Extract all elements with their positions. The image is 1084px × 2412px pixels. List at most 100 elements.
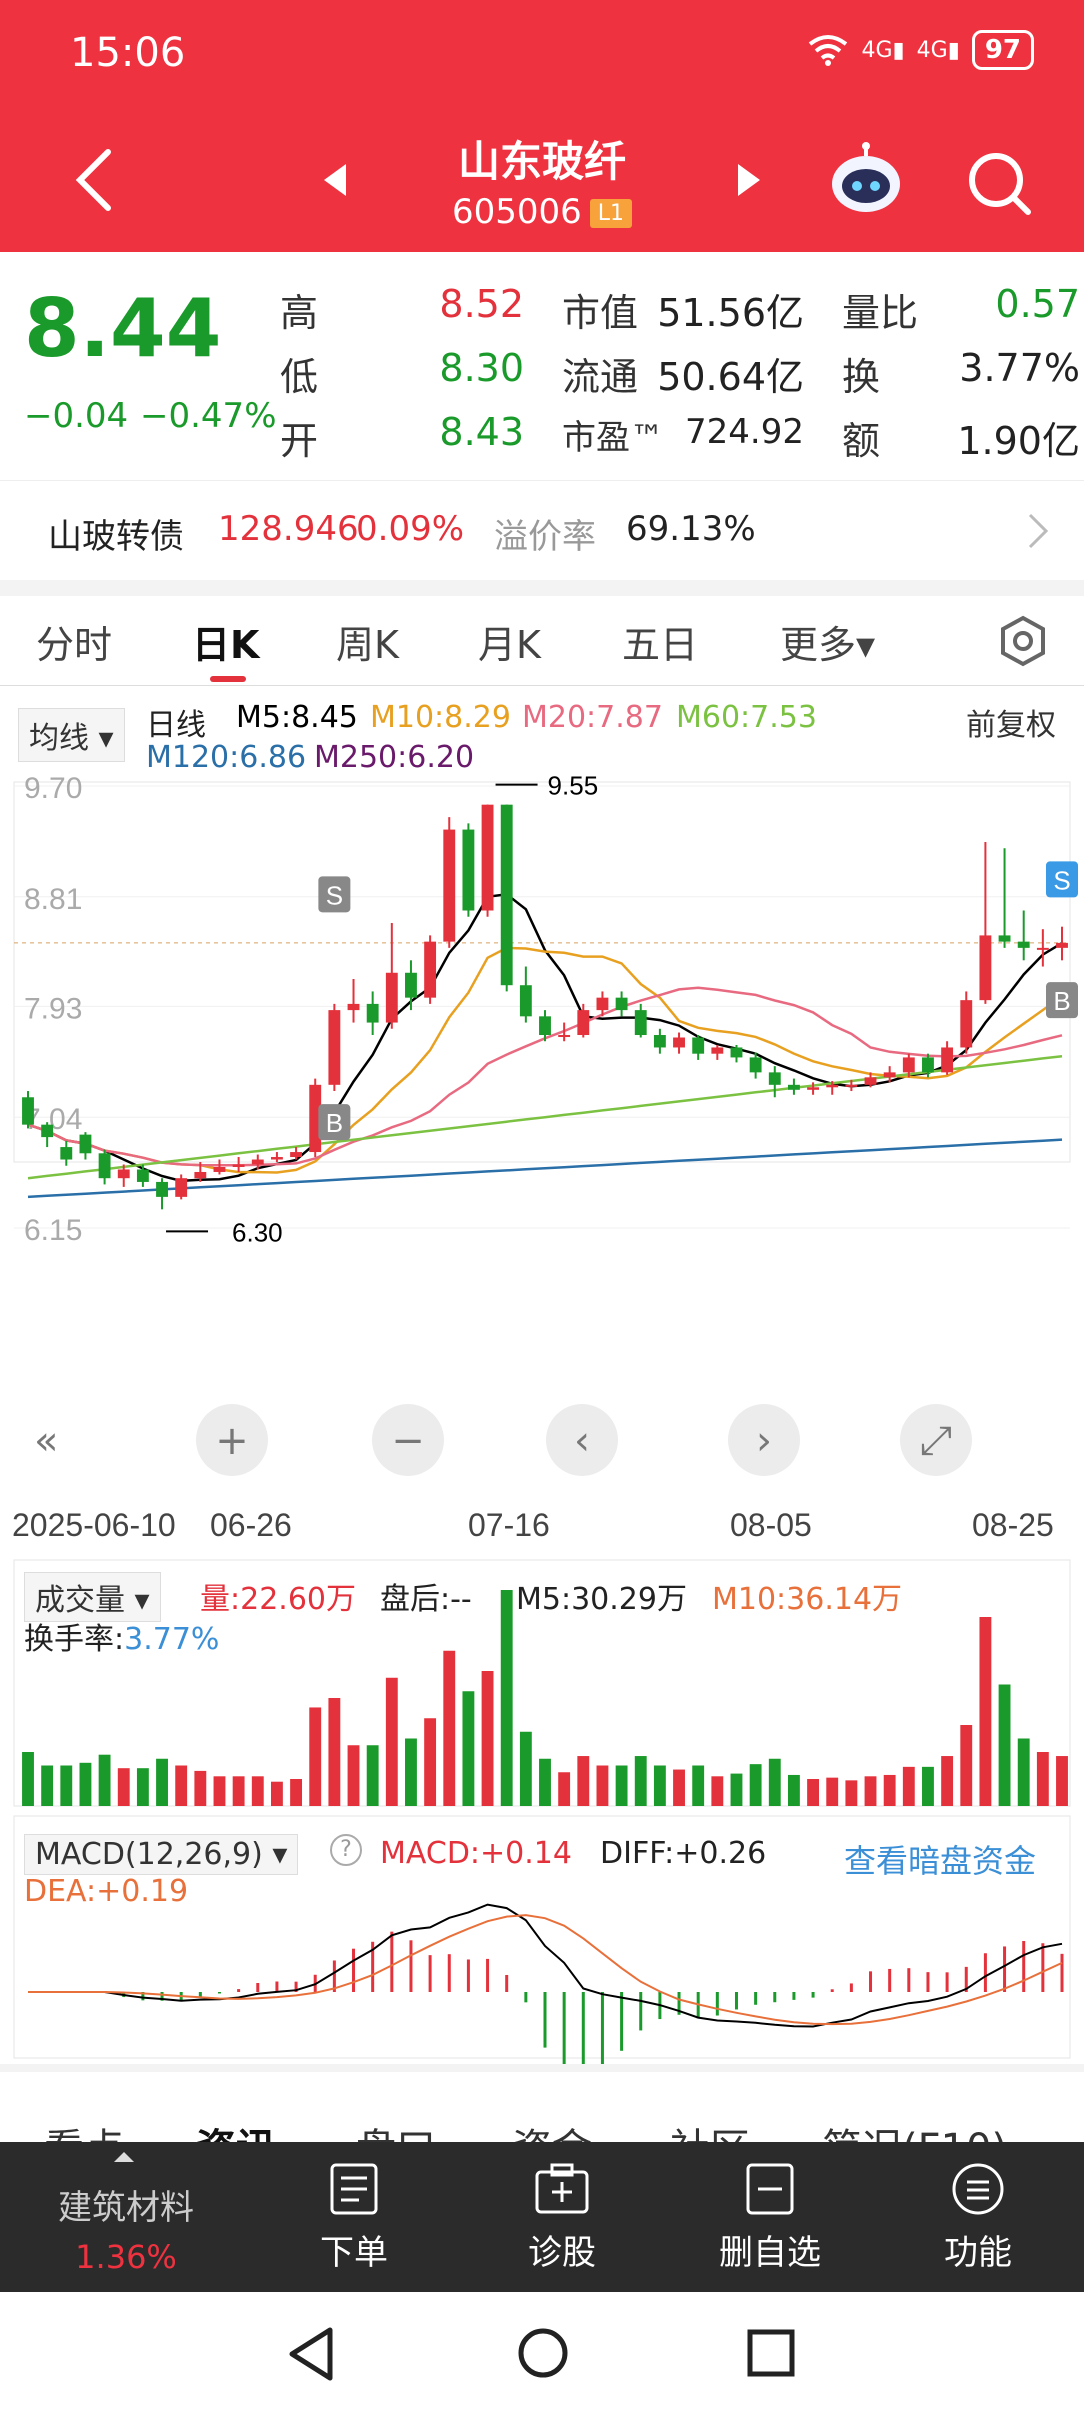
tab-community[interactable]: 社区 <box>670 2116 750 2142</box>
scroll-right-icon[interactable]: › <box>728 1404 800 1476</box>
next-stock-icon[interactable] <box>734 162 764 198</box>
control-glyph: ‹ <box>574 1418 590 1464</box>
volume-ratio-value: 0.57 <box>995 282 1080 326</box>
header-bar: 15:06 4G▮ 4G▮ 97 山东玻纤 605006 L1 <box>0 0 1084 252</box>
settings-icon[interactable] <box>996 614 1050 668</box>
section-divider-2 <box>0 2064 1084 2072</box>
remove-watchlist-button[interactable]: 删自选 <box>690 2162 850 2274</box>
volume-bar <box>347 1745 360 1806</box>
control-glyph: + <box>215 1418 249 1464</box>
volume-bar <box>175 1765 188 1806</box>
tab-daily-k[interactable]: 日K <box>192 623 260 667</box>
bond-name: 山玻转债 <box>48 517 184 557</box>
zoom-out-icon[interactable]: − <box>372 1404 444 1476</box>
ma-selector[interactable]: 均线 ▾ <box>18 708 125 762</box>
robot-assistant-icon[interactable] <box>826 142 906 218</box>
price-change-pct: −0.47% <box>140 396 277 436</box>
tab-monthly-k[interactable]: 月K <box>478 623 541 667</box>
order-button[interactable]: 下单 <box>274 2162 434 2274</box>
candle <box>175 1174 188 1200</box>
volume-bar <box>979 1617 992 1806</box>
back-icon[interactable] <box>72 148 116 212</box>
candle <box>481 804 494 917</box>
scroll-left-icon[interactable]: ‹ <box>546 1404 618 1476</box>
nav-home-icon[interactable] <box>516 2326 570 2380</box>
help-icon[interactable]: ? <box>330 1834 362 1866</box>
volume-selector[interactable]: 成交量 ▾ <box>24 1572 161 1622</box>
tab-intraday[interactable]: 分时 <box>36 623 113 667</box>
x-tick-label: 06-26 <box>210 1507 292 1543</box>
high-value: 8.52 <box>439 282 524 326</box>
tab-weekly-k[interactable]: 周K <box>336 623 399 667</box>
y-tick-label: 8.81 <box>24 883 82 916</box>
candle <box>462 823 475 917</box>
prev-stock-icon[interactable] <box>320 162 350 198</box>
open-label: 开 <box>280 419 319 463</box>
turnover-rate-value: 3.77% <box>124 1622 220 1657</box>
volume-bar <box>405 1738 417 1806</box>
volume-bar <box>1036 1752 1049 1806</box>
candle <box>558 1022 571 1042</box>
fullscreen-icon[interactable]: ⤢ <box>900 1404 972 1476</box>
tab-five-day[interactable]: 五日 <box>622 623 699 667</box>
nav-recents-icon[interactable] <box>746 2328 796 2378</box>
volume-bar <box>768 1758 781 1806</box>
candle-body <box>79 1134 92 1154</box>
control-glyph: − <box>391 1418 425 1464</box>
volume-bar <box>787 1774 800 1806</box>
tab-orderbook[interactable]: 盘口 <box>356 2116 436 2142</box>
marker-text: B <box>326 1108 343 1138</box>
period-tabs: 分时 日K 周K 月K 五日 更多▾ <box>0 596 1084 686</box>
sell-marker: S <box>1046 861 1078 898</box>
convertible-bond-row[interactable]: 山玻转债 128.946 0.09% 溢价率 69.13% <box>0 480 1084 580</box>
candle-body <box>922 1057 934 1073</box>
candle <box>941 1041 954 1075</box>
menu-circle-icon <box>952 2163 1004 2215</box>
candle <box>845 1079 858 1092</box>
candle <box>883 1066 896 1083</box>
volume-bar <box>730 1773 743 1806</box>
turnover-label: 换 <box>842 355 881 399</box>
nav-back-icon[interactable] <box>286 2326 336 2382</box>
volume-bar <box>577 1756 590 1806</box>
volume-bar <box>213 1776 226 1806</box>
macd-selector[interactable]: MACD(12,26,9) ▾ <box>24 1834 299 1875</box>
volume-bar <box>156 1758 168 1806</box>
tab-highlights[interactable]: 看点 <box>44 2116 124 2142</box>
turnover-rate-row: 换手率:3.77% <box>24 1614 219 1658</box>
tab-news[interactable]: 资讯 <box>196 2116 276 2142</box>
volume-bar <box>519 1731 532 1806</box>
candle <box>41 1122 54 1148</box>
search-icon[interactable] <box>966 150 1032 216</box>
candle-body <box>768 1072 781 1085</box>
zoom-in-icon[interactable]: + <box>196 1404 268 1476</box>
volume-bar <box>826 1777 839 1806</box>
quote-panel: 8.44 −0.04 −0.47% 高 8.52 低 8.30 开 8.43 市… <box>0 252 1084 472</box>
candle <box>443 817 456 948</box>
candle-body <box>845 1084 858 1087</box>
function-button[interactable]: 功能 <box>898 2162 1058 2274</box>
candle <box>117 1164 130 1187</box>
price-change: −0.04 <box>24 396 129 436</box>
candle-body <box>175 1178 188 1197</box>
candle-body <box>596 997 609 1011</box>
adjust-label[interactable]: 前复权 <box>966 708 1056 743</box>
sector-name[interactable]: 建筑材料 <box>58 2188 194 2228</box>
amount-label: 额 <box>842 419 881 463</box>
expand-up-icon[interactable] <box>112 2150 136 2164</box>
dark-pool-link[interactable]: 查看暗盘资金 <box>844 1842 1037 1880</box>
chevron-right-icon <box>1028 513 1049 549</box>
tab-profile[interactable]: 简况(F10) <box>822 2116 1007 2142</box>
candle <box>615 991 628 1017</box>
x-tick-label: 08-25 <box>972 1507 1054 1543</box>
volume-bar <box>98 1754 111 1806</box>
candle-body <box>117 1169 130 1179</box>
collapse-left-icon[interactable]: « <box>34 1418 58 1464</box>
tab-capital[interactable]: 资金 <box>512 2116 592 2142</box>
diagnose-button[interactable]: 诊股 <box>482 2162 642 2274</box>
tab-more[interactable]: 更多▾ <box>780 623 876 667</box>
candle-body <box>194 1171 207 1179</box>
volume-bar <box>79 1762 92 1806</box>
buy-marker: B <box>1046 982 1078 1019</box>
